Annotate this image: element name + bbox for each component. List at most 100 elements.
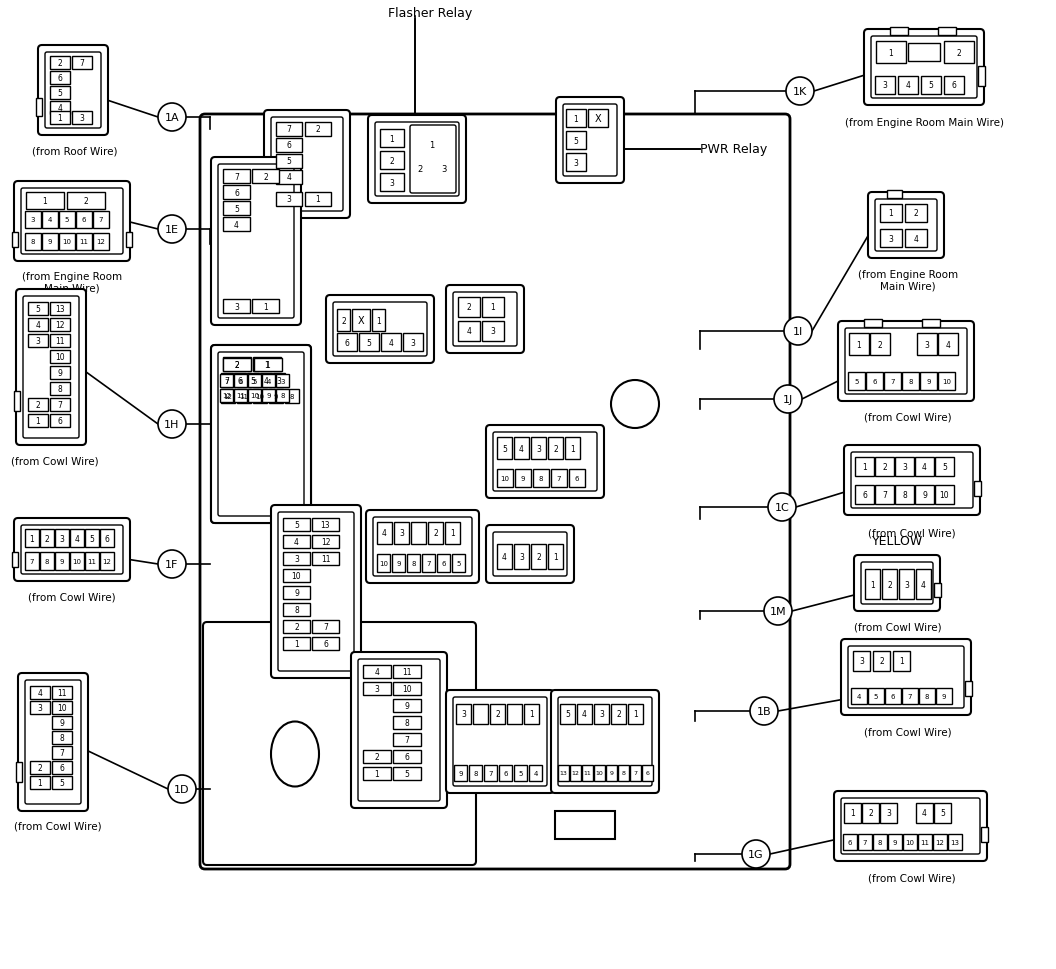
Bar — [220, 375, 233, 388]
Bar — [248, 375, 261, 388]
Text: 11: 11 — [235, 393, 245, 399]
Text: 10: 10 — [256, 393, 264, 399]
Bar — [965, 681, 972, 697]
Text: 2: 2 — [58, 59, 62, 68]
Text: 8: 8 — [622, 770, 625, 776]
FancyBboxPatch shape — [218, 353, 304, 516]
Bar — [642, 766, 653, 781]
Text: 5: 5 — [234, 204, 239, 213]
Bar — [582, 766, 593, 781]
Bar — [220, 390, 233, 402]
Bar — [848, 373, 865, 391]
Bar — [595, 766, 605, 781]
Text: 3: 3 — [883, 81, 887, 90]
Text: 2: 2 — [234, 360, 240, 369]
Bar — [922, 320, 940, 328]
Text: 3: 3 — [59, 534, 64, 543]
Bar — [855, 457, 874, 477]
Bar — [25, 234, 41, 251]
Text: 3: 3 — [36, 336, 40, 346]
Text: 10: 10 — [596, 770, 603, 776]
Text: 3: 3 — [886, 809, 891, 818]
Circle shape — [158, 216, 186, 244]
Text: 11: 11 — [921, 839, 929, 845]
Text: 6: 6 — [951, 81, 957, 90]
Bar — [531, 545, 546, 570]
Text: 7: 7 — [557, 476, 561, 482]
Text: 8: 8 — [295, 606, 299, 614]
Bar — [934, 803, 951, 823]
Bar — [456, 704, 471, 724]
Bar — [380, 173, 404, 192]
Bar — [499, 766, 512, 781]
Text: (from Engine Room
Main Wire): (from Engine Room Main Wire) — [857, 269, 958, 292]
Text: 2: 2 — [316, 125, 320, 135]
Text: 1: 1 — [573, 114, 579, 123]
Bar — [851, 688, 867, 704]
FancyBboxPatch shape — [218, 165, 294, 319]
FancyBboxPatch shape — [264, 110, 350, 219]
Bar — [902, 688, 918, 704]
Text: 9: 9 — [58, 368, 62, 378]
Bar — [52, 702, 72, 714]
FancyBboxPatch shape — [271, 506, 361, 678]
Text: 1G: 1G — [749, 849, 763, 860]
Text: 9: 9 — [396, 560, 400, 567]
FancyBboxPatch shape — [493, 532, 567, 577]
Text: 4: 4 — [382, 529, 386, 538]
Text: 3: 3 — [520, 552, 524, 561]
Bar — [36, 99, 42, 117]
Bar — [569, 470, 585, 487]
Circle shape — [611, 381, 659, 428]
Bar — [393, 734, 421, 746]
Bar — [262, 390, 275, 402]
Bar — [285, 390, 299, 403]
Text: 7: 7 — [58, 400, 62, 410]
FancyBboxPatch shape — [453, 293, 517, 347]
Bar — [893, 651, 910, 672]
Bar — [276, 123, 302, 137]
Bar — [981, 828, 988, 842]
Bar — [234, 374, 246, 388]
Bar — [454, 766, 467, 781]
Text: 3: 3 — [399, 529, 404, 538]
Bar — [283, 620, 310, 634]
Text: 2: 2 — [433, 529, 438, 538]
Text: 8: 8 — [878, 839, 882, 845]
Bar — [363, 767, 391, 780]
Text: (from Engine Room Main Wire): (from Engine Room Main Wire) — [845, 118, 1003, 128]
FancyBboxPatch shape — [21, 525, 122, 575]
Bar — [40, 529, 54, 547]
FancyBboxPatch shape — [333, 302, 427, 357]
Bar — [880, 803, 897, 823]
Text: 2: 2 — [44, 534, 50, 543]
Bar — [283, 638, 310, 650]
FancyBboxPatch shape — [854, 555, 940, 611]
Text: 11: 11 — [55, 336, 64, 346]
Bar — [560, 704, 576, 724]
Text: 1: 1 — [899, 657, 904, 666]
Text: 9: 9 — [926, 379, 930, 385]
Bar — [52, 762, 72, 774]
Text: 6: 6 — [862, 490, 867, 499]
Bar — [914, 485, 934, 505]
Bar — [570, 766, 581, 781]
Text: 6: 6 — [81, 217, 87, 223]
Bar — [934, 834, 947, 850]
Text: 5: 5 — [928, 81, 934, 90]
Text: 2: 2 — [536, 552, 541, 561]
Bar — [428, 522, 444, 545]
Text: 3: 3 — [38, 703, 42, 712]
Bar — [283, 552, 310, 566]
Text: 3: 3 — [902, 462, 907, 472]
FancyBboxPatch shape — [841, 798, 980, 854]
Bar — [100, 529, 114, 547]
Text: 5: 5 — [854, 379, 859, 385]
Text: 6: 6 — [238, 376, 243, 385]
Bar — [30, 702, 50, 714]
Text: 8: 8 — [289, 393, 295, 399]
Bar — [252, 170, 279, 184]
Circle shape — [158, 104, 186, 132]
Bar — [938, 28, 956, 36]
Bar — [948, 834, 962, 850]
